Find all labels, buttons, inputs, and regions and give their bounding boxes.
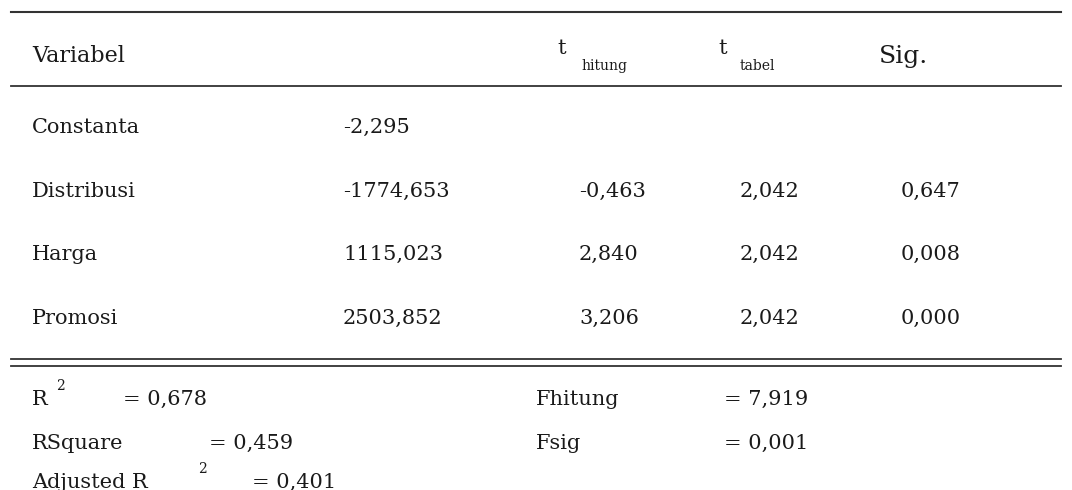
Text: 2,840: 2,840 — [579, 245, 639, 264]
Text: -0,463: -0,463 — [579, 182, 645, 200]
Text: 3,206: 3,206 — [579, 309, 639, 328]
Text: 0,008: 0,008 — [900, 245, 961, 264]
Text: Distribusi: Distribusi — [32, 182, 136, 200]
Text: Variabel: Variabel — [32, 46, 125, 67]
Text: = 0,401: = 0,401 — [252, 473, 337, 490]
Text: Sig.: Sig. — [879, 45, 928, 68]
Text: R: R — [32, 390, 48, 409]
Text: RSquare: RSquare — [32, 434, 123, 453]
Text: Promosi: Promosi — [32, 309, 119, 328]
Text: Harga: Harga — [32, 245, 99, 264]
Text: 2: 2 — [56, 379, 64, 392]
Text: t: t — [718, 40, 727, 58]
Text: Adjusted R: Adjusted R — [32, 473, 148, 490]
Text: 0,647: 0,647 — [900, 182, 961, 200]
Text: t: t — [557, 40, 566, 58]
Text: = 7,919: = 7,919 — [724, 390, 808, 409]
Text: 2,042: 2,042 — [740, 309, 800, 328]
Text: 2,042: 2,042 — [740, 245, 800, 264]
Text: 1115,023: 1115,023 — [343, 245, 443, 264]
Text: -2,295: -2,295 — [343, 118, 410, 137]
Text: = 0,001: = 0,001 — [724, 434, 808, 453]
Text: Fhitung: Fhitung — [536, 390, 620, 409]
Text: tabel: tabel — [740, 59, 775, 73]
Text: 2,042: 2,042 — [740, 182, 800, 200]
Text: -1774,653: -1774,653 — [343, 182, 449, 200]
Text: 0,000: 0,000 — [900, 309, 961, 328]
Text: Fsig: Fsig — [536, 434, 581, 453]
Text: Constanta: Constanta — [32, 118, 140, 137]
Text: 2: 2 — [198, 462, 207, 476]
Text: = 0,678: = 0,678 — [123, 390, 207, 409]
Text: 2503,852: 2503,852 — [343, 309, 443, 328]
Text: = 0,459: = 0,459 — [209, 434, 293, 453]
Text: hitung: hitung — [581, 59, 627, 73]
